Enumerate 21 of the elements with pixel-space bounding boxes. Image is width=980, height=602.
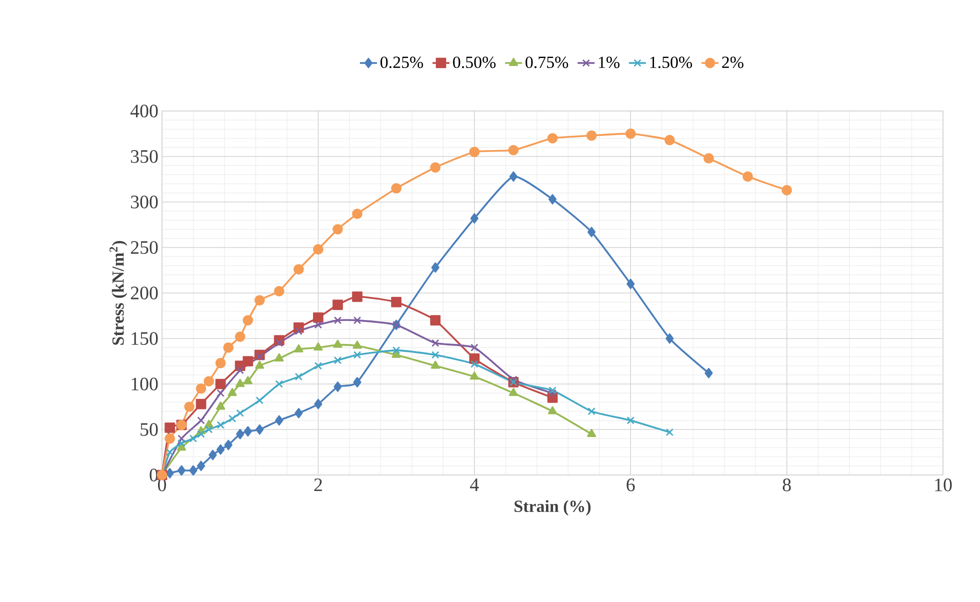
x-tick-label: 4	[470, 478, 479, 491]
legend-label: 0.75%	[526, 56, 568, 68]
x-tick-label: 6	[626, 478, 635, 492]
y-tick-label: 250	[130, 241, 158, 254]
y-tick-label: 400	[130, 104, 158, 118]
y-tick-label: 50	[140, 423, 158, 436]
y-tick-label: 150	[132, 332, 158, 345]
legend-label: 0.50%	[453, 56, 496, 68]
x-tick-label: 10	[935, 478, 952, 492]
y-tick-label: 100	[132, 378, 158, 390]
x-axis-title: Strain (%)	[514, 500, 591, 516]
legend-label: 0.25%	[380, 56, 424, 68]
y-tick-label: 300	[130, 196, 158, 208]
legend-label: 1.50%	[650, 56, 692, 68]
y-tick-label: 350	[130, 150, 158, 163]
legend-label: 1%	[598, 56, 620, 68]
x-tick-label: 8	[782, 478, 791, 492]
legend-label: 2%	[722, 56, 744, 68]
y-tick-label: 200	[130, 286, 158, 300]
y-axis-title: Stress (kN/m$^{2}$)	[110, 241, 128, 345]
x-tick-label: 2	[314, 478, 322, 492]
